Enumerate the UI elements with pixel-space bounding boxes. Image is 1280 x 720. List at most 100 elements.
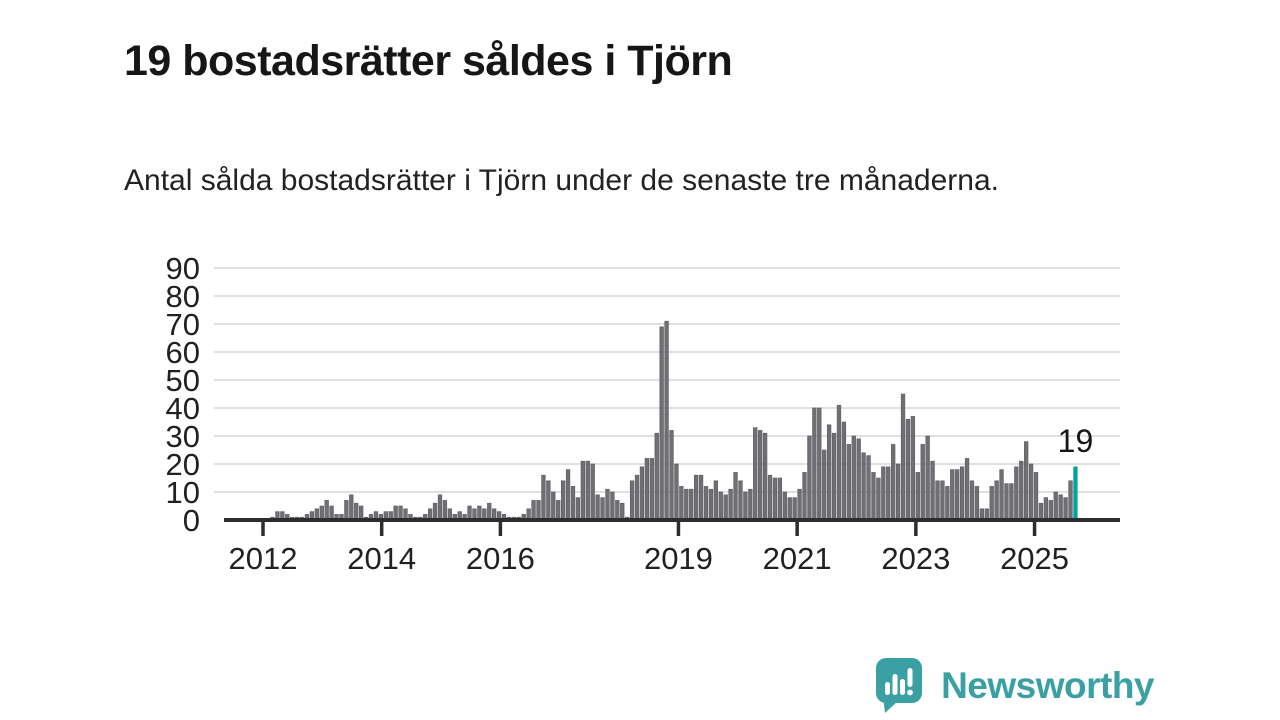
bar (639, 466, 645, 521)
bar (654, 432, 659, 521)
bar (812, 407, 817, 521)
bar (861, 452, 866, 521)
bar (1048, 500, 1053, 521)
bar (964, 458, 970, 521)
y-axis-label: 10 (166, 475, 200, 510)
y-axis-label: 60 (166, 335, 200, 370)
bar (930, 460, 935, 521)
bar (895, 463, 901, 521)
bar (354, 502, 359, 521)
bar (886, 466, 891, 521)
bar (758, 430, 763, 521)
newsworthy-logo: Newsworthy (874, 657, 1154, 714)
bar (999, 469, 1004, 521)
bar (920, 444, 925, 521)
bar (319, 505, 324, 521)
bar (935, 480, 940, 521)
bar (1019, 460, 1024, 521)
bar (487, 502, 492, 521)
bar (437, 494, 443, 521)
bar (743, 491, 748, 521)
bar (393, 505, 398, 521)
bar (536, 500, 541, 521)
bar (841, 421, 847, 521)
bar (733, 472, 738, 521)
bar (615, 500, 620, 521)
bar (738, 480, 743, 521)
bar (698, 474, 704, 521)
bar (708, 488, 714, 521)
bar (762, 432, 768, 521)
logo-bar-1 (885, 682, 891, 695)
bar (959, 466, 965, 521)
bar (1043, 497, 1049, 521)
logo-bubble (876, 658, 923, 703)
bar (600, 497, 605, 521)
bar (531, 500, 536, 521)
bar (723, 494, 728, 521)
bar (910, 416, 916, 521)
bar (974, 486, 980, 521)
bar (551, 491, 556, 521)
bar (767, 474, 773, 521)
bar (826, 424, 832, 521)
logo-bar-3 (900, 679, 906, 695)
bar (324, 500, 329, 521)
bar (634, 474, 640, 521)
bar (570, 486, 576, 521)
bar (846, 444, 851, 521)
bar (807, 435, 812, 521)
bar (900, 393, 906, 521)
bar (950, 469, 955, 521)
page-subtitle: Antal sålda bostadsrätter i Tjörn under … (124, 164, 999, 197)
bar (1058, 494, 1063, 521)
bar (905, 418, 911, 521)
bar (817, 407, 822, 521)
bar (1038, 502, 1044, 521)
bar (541, 474, 546, 521)
bar (644, 458, 650, 521)
bar (432, 502, 438, 521)
bar (595, 494, 600, 521)
bar (703, 486, 709, 521)
bar (836, 404, 842, 521)
highlight-bar (1073, 466, 1078, 521)
bar (955, 469, 960, 521)
bar (1033, 472, 1039, 521)
bar (1009, 483, 1014, 521)
bar (718, 491, 723, 521)
bar (693, 474, 699, 521)
bar (777, 477, 783, 521)
bar (689, 488, 694, 521)
bar (871, 472, 876, 521)
bar (989, 486, 994, 521)
y-axis-label: 30 (166, 419, 200, 454)
bar (802, 472, 807, 521)
bar (1004, 483, 1009, 521)
x-axis-label: 2012 (229, 541, 298, 576)
bar (620, 502, 625, 521)
x-axis-label: 2025 (1000, 541, 1069, 576)
bar (945, 486, 950, 521)
bar (748, 488, 753, 521)
bar (669, 430, 674, 521)
bar (590, 463, 595, 521)
logo-exclamation-dot (907, 689, 913, 696)
bar (349, 494, 354, 521)
bar (580, 460, 585, 521)
bar (797, 488, 802, 521)
brand-wordmark: Newsworthy (941, 664, 1154, 706)
bar (605, 488, 610, 521)
y-axis-label: 50 (166, 363, 200, 398)
bar (753, 427, 758, 521)
x-axis-label: 2021 (763, 541, 832, 576)
bar (1028, 463, 1034, 521)
bar (442, 500, 448, 521)
bar (649, 458, 654, 521)
bar (674, 463, 679, 521)
bar (969, 480, 975, 521)
bar (1014, 466, 1019, 521)
bar (891, 444, 896, 521)
bar (585, 460, 590, 521)
